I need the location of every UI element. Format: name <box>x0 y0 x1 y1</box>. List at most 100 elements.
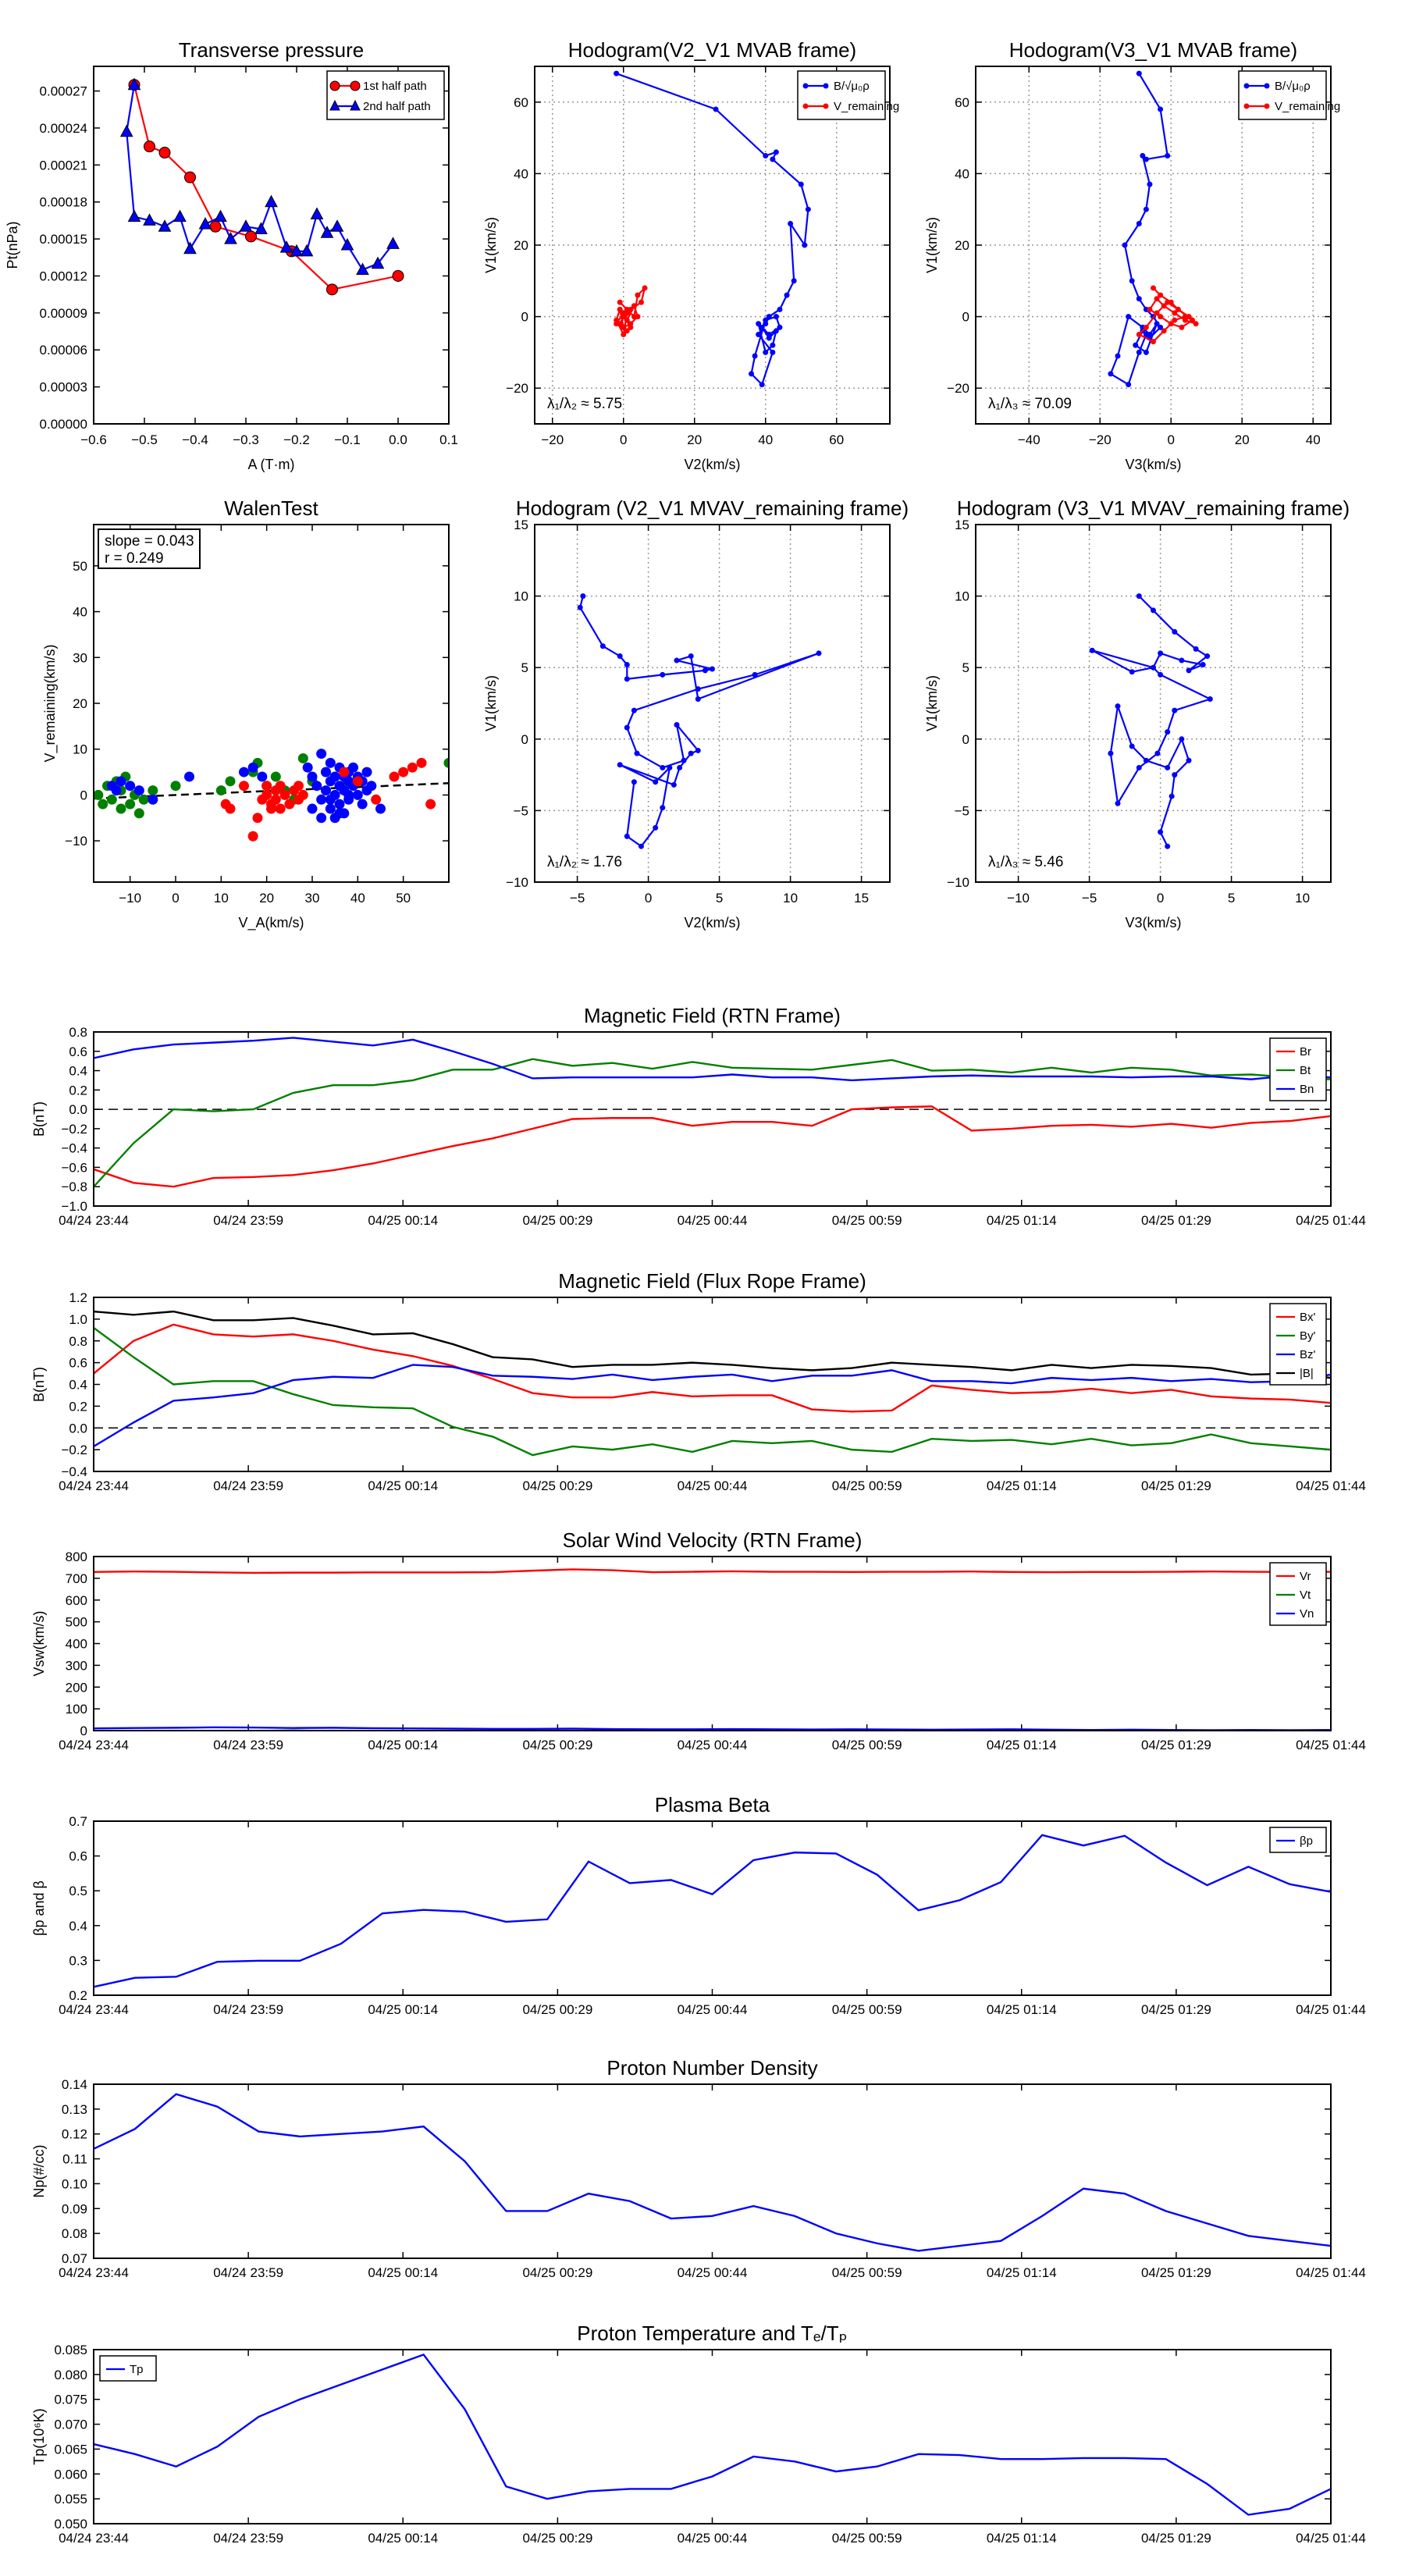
x-tick-label: 04/24 23:59 <box>213 1738 283 1752</box>
data-point <box>366 781 377 792</box>
chart-h4: −10 −5 0 5 10 −10 −5 0 5 10 15 V3(km/s) V1(km/s) λ₁/λ… <box>924 496 1350 930</box>
x-tick-label: 04/24 23:44 <box>59 1213 129 1228</box>
series-line-Bn <box>94 1037 1331 1082</box>
x-tick-label: 04/25 00:44 <box>678 1738 748 1752</box>
data-point <box>340 237 354 251</box>
y-tick-label: 0.14 <box>62 2077 87 2092</box>
data-point <box>311 781 322 792</box>
x-tick-label: 04/25 01:29 <box>1141 1738 1211 1752</box>
y-tick-label: 0.07 <box>62 2251 87 2266</box>
x-tick-label: 50 <box>396 891 411 906</box>
plot-area <box>1089 593 1213 849</box>
series-line-Bx' <box>94 1323 1331 1413</box>
data-point <box>1193 321 1199 327</box>
x-tick-label: 04/25 01:14 <box>987 1213 1057 1228</box>
data-point <box>302 762 313 773</box>
data-point <box>1136 332 1142 337</box>
data-point <box>375 803 386 814</box>
x-tick-label: −10 <box>119 891 141 906</box>
data-point <box>777 306 783 312</box>
data-point <box>1172 707 1178 713</box>
data-point <box>266 803 276 814</box>
data-point <box>805 206 811 212</box>
chart-walen: −10 0 10 20 30 40 50 −10 0 10 20 30 40 50 V_A(km/s) V_r… <box>42 496 450 931</box>
data-point <box>389 771 400 782</box>
plot-area <box>94 749 449 841</box>
data-point <box>343 789 354 800</box>
x-tick-label: 04/25 00:14 <box>368 1478 438 1493</box>
x-tick-label: 20 <box>1235 432 1250 447</box>
y-tick-label: 40 <box>73 605 87 620</box>
y-tick-label: 0.10 <box>62 2176 87 2191</box>
data-point <box>773 314 779 320</box>
data-point <box>386 237 400 249</box>
x-tick-label: 40 <box>758 432 773 447</box>
data-point <box>239 767 249 777</box>
data-point <box>297 789 308 800</box>
legend-label: B/√μ₀ρ <box>1275 80 1311 93</box>
chart-title: WalenTest <box>224 496 318 520</box>
legend-marker <box>350 99 361 111</box>
y-tick-label: 0.2 <box>69 1399 87 1414</box>
legend-marker <box>1264 103 1270 109</box>
y-tick-label: 0.3 <box>69 1953 87 1968</box>
y-tick-label: −0.8 <box>61 1179 87 1194</box>
chart-vel: 04/24 23:44 04/24 23:59 04/25 00:14 04/25 0… <box>31 1528 1366 1752</box>
y-tick-label: 0.08 <box>62 2226 87 2241</box>
legend-label: βp <box>1300 1834 1313 1848</box>
data-point <box>770 342 776 348</box>
x-tick-label: 04/25 01:44 <box>1296 2531 1366 2546</box>
data-point <box>702 667 708 674</box>
data-point <box>279 789 290 800</box>
data-point <box>320 226 334 238</box>
y-tick-label: 0.00024 <box>40 121 87 136</box>
data-point <box>125 781 136 792</box>
data-point <box>297 753 308 763</box>
x-tick-label: 04/24 23:44 <box>59 1478 129 1493</box>
data-point <box>348 762 358 773</box>
data-point <box>1172 772 1178 778</box>
y-tick-label: 10 <box>955 589 969 604</box>
x-tick-label: 04/25 00:14 <box>368 1213 438 1228</box>
data-point <box>756 321 762 327</box>
data-point <box>407 762 418 773</box>
y-axis-label: Vsw(km/s) <box>31 1611 47 1677</box>
y-tick-label: 1.0 <box>69 1312 87 1327</box>
x-tick-label: 04/25 00:29 <box>522 2531 592 2546</box>
plot-area <box>577 593 822 849</box>
y-axis-label: Np(#/cc) <box>31 2144 47 2197</box>
series-line-B <box>579 596 820 848</box>
data-point <box>1151 285 1156 291</box>
data-point <box>677 764 683 770</box>
data-point <box>763 349 769 355</box>
data-point <box>144 141 155 153</box>
data-point <box>173 209 187 222</box>
y-axis-label: βp and β <box>31 1880 47 1936</box>
data-point <box>802 242 808 248</box>
x-tick-label: 5 <box>1228 891 1235 906</box>
data-point <box>1143 332 1149 337</box>
data-point <box>674 721 680 728</box>
y-tick-label: −0.2 <box>61 1122 87 1137</box>
chart-title: Magnetic Field (Flux Rope Frame) <box>558 1269 866 1293</box>
plot-frame <box>93 1556 1332 1731</box>
data-point <box>763 321 769 327</box>
y-tick-label: −10 <box>506 875 528 890</box>
chart-mag_fr: 04/24 23:44 04/24 23:59 04/25 00:14 04/25 0… <box>31 1269 1366 1493</box>
y-axis-label: B(nT) <box>31 1367 47 1402</box>
data-point <box>1165 153 1171 158</box>
y-tick-label: 0.4 <box>69 1064 87 1079</box>
data-point <box>617 306 623 312</box>
data-point <box>1158 324 1164 330</box>
data-point <box>1147 306 1153 312</box>
data-point <box>339 767 350 777</box>
x-axis-label: A (T·m) <box>248 457 295 472</box>
chart-h2: −40 −20 0 20 40 −20 0 20 40 60 V3(km/s) V1(km/s) λ₁/… <box>924 38 1340 472</box>
data-point <box>225 803 236 814</box>
y-tick-label: 0.5 <box>69 1884 87 1898</box>
data-point <box>1186 757 1192 763</box>
y-tick-label: 0 <box>521 310 528 325</box>
x-tick-label: 04/25 01:14 <box>987 1738 1057 1752</box>
data-point <box>631 779 637 785</box>
data-point <box>143 213 156 226</box>
